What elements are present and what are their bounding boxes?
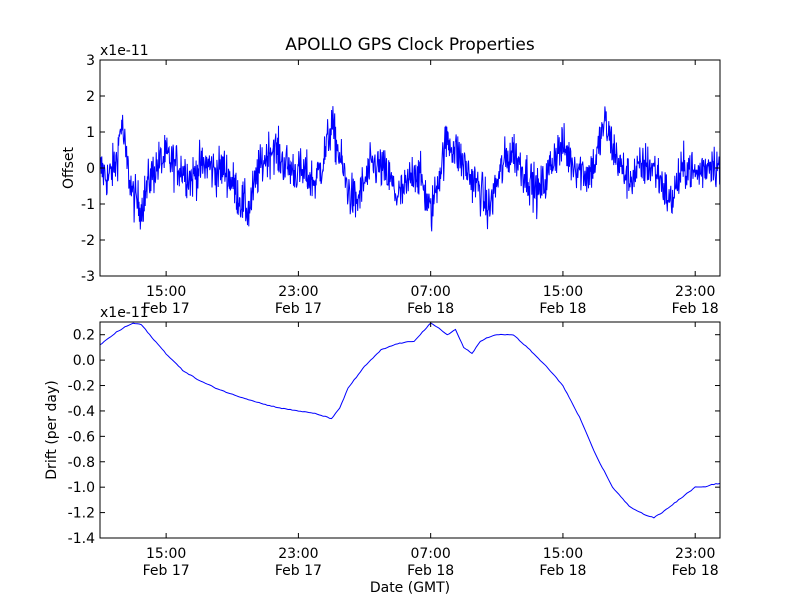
y-tick-label: -1.4 <box>68 531 95 547</box>
y-tick-label: -0.2 <box>68 379 95 395</box>
offset-multiplier-label: x1e-11 <box>100 43 149 59</box>
offset-y-axis-label: Offset <box>61 146 77 189</box>
y-tick-label: 1 <box>86 125 95 141</box>
drift-plot-background <box>100 322 720 538</box>
x-tick-time-label: 23:00 <box>675 284 715 300</box>
drift-plot-frame <box>99 321 721 539</box>
offset-y-ticks: -3 -2 -1 0 1 2 3 <box>81 53 720 285</box>
x-tick-date-label: Feb 18 <box>407 301 454 317</box>
y-tick-label: -0.6 <box>68 429 95 445</box>
y-tick-label: -3 <box>81 269 95 285</box>
drift-multiplier-label: x1e-11 <box>100 305 149 321</box>
y-tick-label: 0.2 <box>73 328 95 344</box>
x-tick-time-label: 15:00 <box>543 546 583 562</box>
chart-title: APOLLO GPS Clock Properties <box>285 35 535 55</box>
x-tick-date-label: Feb 18 <box>539 563 586 579</box>
x-tick-time-label: 23:00 <box>278 546 318 562</box>
y-tick-label: 3 <box>86 53 95 69</box>
x-tick-date-label: Feb 18 <box>672 301 719 317</box>
x-tick-time-label: 07:00 <box>410 546 450 562</box>
x-tick-time-label: 07:00 <box>410 284 450 300</box>
x-tick-date-label: Feb 17 <box>275 301 322 317</box>
drift-panel: -1.4 -1.2 -1.0 -0.8 -0.6 -0.4 -0.2 0.0 0.2 15:00… <box>44 305 721 596</box>
y-tick-label: -1 <box>81 197 95 213</box>
drift-x-axis-label: Date (GMT) <box>370 580 450 596</box>
y-tick-label: -1.0 <box>68 480 95 496</box>
y-tick-label: 0.0 <box>73 353 95 369</box>
x-tick-time-label: 15:00 <box>146 546 186 562</box>
x-tick-time-label: 23:00 <box>278 284 318 300</box>
x-tick-date-label: Feb 17 <box>143 301 190 317</box>
y-tick-label: -0.8 <box>68 455 95 471</box>
x-tick-time-label: 15:00 <box>543 284 583 300</box>
y-tick-label: 2 <box>86 89 95 105</box>
drift-y-axis-label: Drift (per day) <box>44 380 60 479</box>
y-tick-label: 0 <box>86 161 95 177</box>
x-tick-time-label: 23:00 <box>675 546 715 562</box>
x-tick-time-label: 15:00 <box>146 284 186 300</box>
x-tick-date-label: Feb 18 <box>672 563 719 579</box>
offset-series-line <box>99 106 721 232</box>
y-tick-label: -2 <box>81 233 95 249</box>
y-tick-label: -0.4 <box>68 404 95 420</box>
x-tick-date-label: Feb 18 <box>407 563 454 579</box>
drift-series-line <box>99 322 721 519</box>
y-tick-label: -1.2 <box>68 506 95 522</box>
drift-y-ticks: -1.4 -1.2 -1.0 -0.8 -0.6 -0.4 -0.2 0.0 0.2 <box>68 328 720 547</box>
x-tick-date-label: Feb 17 <box>275 563 322 579</box>
x-tick-date-label: Feb 18 <box>539 301 586 317</box>
x-tick-date-label: Feb 17 <box>143 563 190 579</box>
